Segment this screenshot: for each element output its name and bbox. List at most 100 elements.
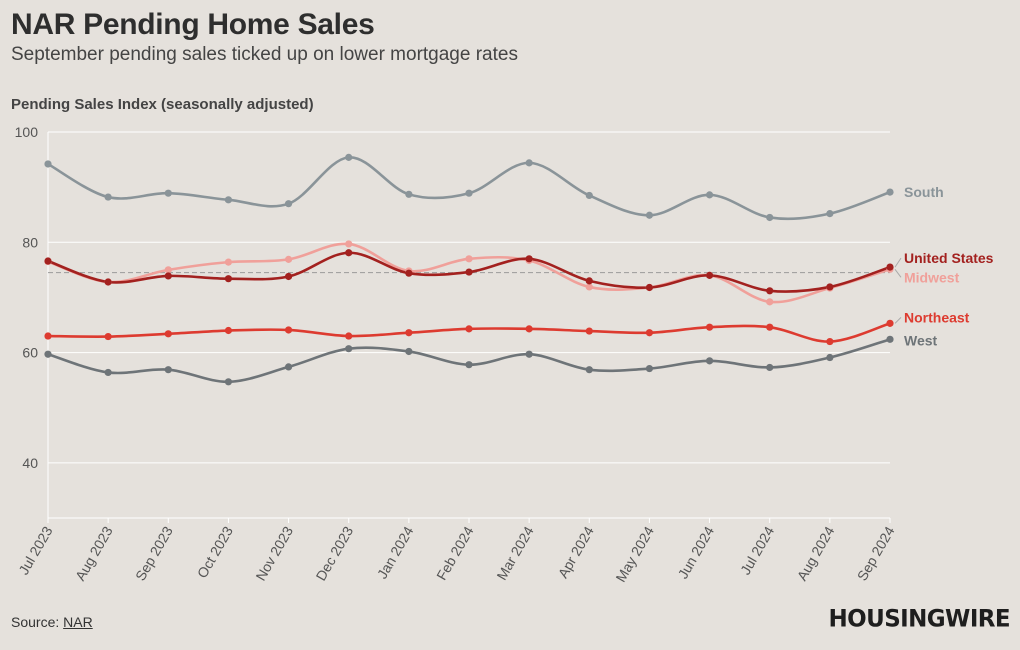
- data-point-northeast-aug-2024: [826, 337, 834, 346]
- label-connector-united-states: [894, 257, 902, 268]
- data-point-united-states-aug-2024: [826, 283, 834, 291]
- y-tick-label-80: 80: [22, 234, 38, 250]
- data-point-united-states-jul-2023: [44, 257, 52, 265]
- series-label-west: West: [904, 332, 938, 348]
- y-tick-label-40: 40: [22, 455, 38, 471]
- data-point-midwest-apr-2024: [585, 283, 593, 291]
- data-point-northeast-jan-2024: [405, 329, 413, 337]
- data-point-west-jul-2023: [44, 350, 52, 358]
- data-point-west-may-2024: [645, 364, 654, 373]
- data-point-northeast-oct-2023: [224, 326, 233, 335]
- data-point-united-states-mar-2024: [525, 255, 533, 263]
- data-point-united-states-sep-2023: [164, 272, 172, 280]
- series-line-south: [46, 156, 892, 221]
- data-point-northeast-dec-2023: [345, 332, 353, 340]
- data-point-united-states-dec-2023: [345, 249, 353, 257]
- data-point-northeast-nov-2023: [284, 326, 293, 334]
- x-tick-label-dec-2023: Dec 2023: [312, 523, 356, 583]
- series-label-midwest: Midwest: [904, 269, 960, 285]
- data-point-united-states-apr-2024: [585, 277, 593, 285]
- x-tick-label-jan-2024: Jan 2024: [374, 523, 417, 581]
- data-point-south-jun-2024: [705, 191, 714, 199]
- x-tick-label-sep-2024: Sep 2024: [854, 523, 898, 583]
- data-point-northeast-apr-2024: [585, 327, 593, 335]
- data-point-west-aug-2023: [104, 368, 112, 377]
- y-axis-label: Pending Sales Index (seasonally adjusted…: [11, 96, 314, 113]
- series-label-northeast: Northeast: [904, 309, 970, 325]
- data-point-midwest-oct-2023: [224, 258, 233, 266]
- data-point-united-states-sep-2024: [886, 263, 894, 271]
- x-tick-label-jun-2024: Jun 2024: [675, 523, 718, 581]
- data-point-united-states-feb-2024: [465, 268, 473, 276]
- x-tick-label-feb-2024: Feb 2024: [433, 523, 477, 582]
- data-point-northeast-jun-2024: [705, 323, 714, 331]
- data-point-west-sep-2024: [886, 335, 894, 343]
- series-line-west: [46, 338, 892, 384]
- y-tick-label-100: 100: [15, 124, 39, 140]
- data-point-west-nov-2023: [284, 363, 293, 371]
- label-connector-northeast: [894, 316, 902, 324]
- data-point-west-dec-2023: [345, 345, 353, 353]
- data-point-west-sep-2023: [164, 366, 172, 374]
- data-point-west-aug-2024: [826, 353, 834, 362]
- housingwire-logo: HOUSINGWIRE: [828, 605, 1011, 633]
- data-point-south-may-2024: [645, 211, 654, 219]
- x-tick-label-may-2024: May 2024: [612, 523, 657, 584]
- data-point-midwest-nov-2023: [284, 255, 293, 263]
- data-point-united-states-jan-2024: [405, 269, 413, 277]
- data-point-west-jan-2024: [405, 347, 413, 356]
- x-tick-label-jul-2023: Jul 2023: [15, 523, 55, 577]
- data-point-northeast-jul-2024: [766, 323, 774, 331]
- label-connector-midwest: [894, 269, 902, 278]
- data-point-united-states-jun-2024: [705, 271, 714, 279]
- y-tick-label-60: 60: [22, 345, 38, 361]
- data-point-south-mar-2024: [525, 159, 533, 167]
- x-tick-label-sep-2023: Sep 2023: [132, 523, 176, 583]
- data-point-midwest-feb-2024: [465, 255, 473, 263]
- data-point-midwest-sep-2023: [164, 266, 172, 274]
- source-label: Source:: [11, 614, 60, 630]
- x-tick-label-aug-2024: Aug 2024: [794, 523, 838, 583]
- data-point-united-states-nov-2023: [284, 272, 293, 281]
- data-point-south-jul-2024: [766, 213, 774, 222]
- data-point-northeast-may-2024: [645, 329, 654, 337]
- data-point-south-sep-2023: [164, 189, 172, 197]
- x-tick-label-apr-2024: Apr 2024: [555, 523, 597, 580]
- data-point-south-aug-2024: [826, 210, 834, 218]
- data-point-west-mar-2024: [525, 350, 533, 358]
- data-point-south-aug-2023: [104, 193, 112, 201]
- data-point-south-feb-2024: [465, 189, 473, 197]
- data-point-west-jul-2024: [766, 363, 774, 372]
- data-point-south-oct-2023: [224, 196, 233, 204]
- data-point-west-apr-2024: [585, 366, 593, 374]
- data-point-united-states-jul-2024: [766, 287, 774, 295]
- data-point-south-jul-2023: [44, 160, 52, 168]
- data-point-south-nov-2023: [284, 200, 293, 208]
- x-tick-label-oct-2023: Oct 2023: [194, 523, 236, 580]
- x-tick-label-jul-2024: Jul 2024: [737, 523, 777, 577]
- data-point-united-states-may-2024: [645, 283, 654, 292]
- data-point-west-oct-2023: [224, 378, 233, 386]
- data-point-west-jun-2024: [705, 357, 714, 365]
- data-point-northeast-jul-2023: [44, 332, 52, 340]
- x-tick-label-aug-2023: Aug 2023: [72, 523, 116, 583]
- data-point-united-states-aug-2023: [104, 278, 112, 286]
- source-link[interactable]: NAR: [63, 614, 93, 630]
- chart-subtitle: September pending sales ticked up on low…: [11, 44, 518, 65]
- data-point-midwest-dec-2023: [345, 240, 353, 248]
- data-point-west-feb-2024: [465, 361, 473, 369]
- chart-title: NAR Pending Home Sales: [11, 8, 375, 41]
- x-tick-label-nov-2023: Nov 2023: [252, 523, 296, 583]
- series-label-united-states: United States: [904, 250, 994, 266]
- x-tick-label-mar-2024: Mar 2024: [493, 523, 537, 582]
- series-label-south: South: [904, 184, 944, 200]
- data-point-northeast-sep-2023: [164, 330, 172, 338]
- data-point-northeast-feb-2024: [465, 325, 473, 333]
- data-point-northeast-sep-2024: [886, 319, 894, 327]
- data-point-south-apr-2024: [585, 191, 593, 200]
- data-point-northeast-aug-2023: [104, 332, 112, 341]
- data-point-south-dec-2023: [345, 153, 353, 161]
- data-point-northeast-mar-2024: [525, 325, 533, 333]
- data-point-south-jan-2024: [405, 190, 413, 198]
- data-point-south-sep-2024: [886, 188, 894, 196]
